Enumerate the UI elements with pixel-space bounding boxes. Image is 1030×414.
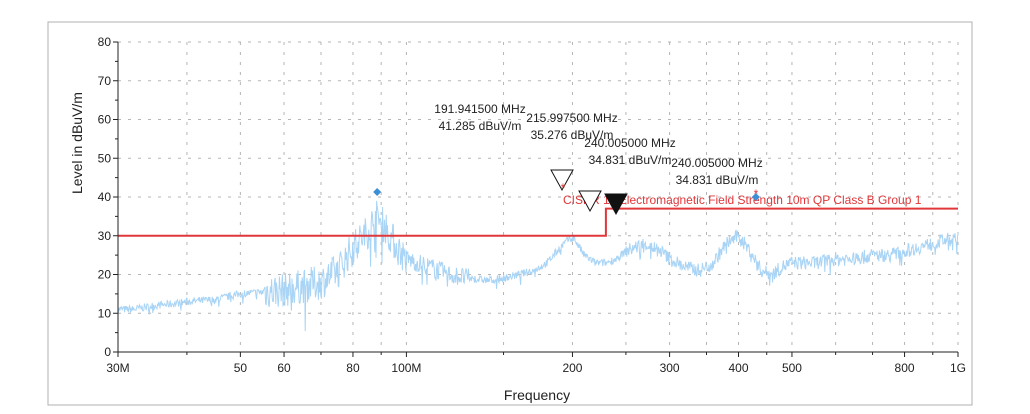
x-tick-label: 300 [660, 361, 680, 375]
x-tick-label: 80 [346, 361, 360, 375]
y-tick-label: 10 [98, 306, 112, 320]
marker-annotation-level: 35.276 dBuV/m [531, 128, 614, 142]
trace-series [117, 200, 959, 332]
y-tick-label: 80 [98, 35, 112, 49]
marker-annotation-freq: 240.005000 MHz [671, 156, 762, 170]
x-tick-label: 500 [782, 361, 802, 375]
x-tick-label: 50 [234, 361, 248, 375]
marker-triangle-filled [604, 193, 628, 216]
marker-annotation-level: 41.285 dBuV/m [439, 119, 522, 133]
marker-annotations: 191.941500 MHz 41.285 dBuV/m 215.997500 MH… [434, 102, 762, 187]
y-tick-label: 70 [98, 74, 112, 88]
y-tick-label: 20 [98, 268, 112, 282]
grid [118, 41, 959, 352]
x-tick-label: 1G [950, 361, 966, 375]
limit-line-label: CISPR 11 Electromagnetic Field Strength … [563, 193, 922, 207]
marker-diamond [751, 193, 760, 201]
x-axis-label: Frequency [504, 387, 570, 403]
marker-annotation-freq: 215.997500 MHz [526, 111, 617, 125]
peak-star: * [754, 187, 759, 201]
marker-annotation-freq: 191.941500 MHz [434, 102, 525, 116]
markers: ** [373, 169, 760, 216]
chart-frame [47, 21, 973, 406]
x-tick-label: 100M [391, 361, 421, 375]
axes: 0 10 20 30 40 50 60 70 80 30M 50 60 80 100M 200 300 400 5… [98, 35, 966, 375]
y-tick-label: 0 [104, 345, 111, 359]
marker-annotation-freq: 240.005000 MHz [584, 136, 675, 150]
y-axis-label: Level in dBuV/m [69, 92, 85, 194]
x-tick-label: 30M [106, 361, 129, 375]
x-tick-label: 800 [895, 361, 915, 375]
y-tick-label: 40 [98, 190, 112, 204]
trace-line [117, 200, 959, 332]
x-tick-label: 200 [562, 361, 582, 375]
peak-star: * [561, 181, 566, 195]
y-tick-label: 60 [98, 113, 112, 127]
y-tick-label: 50 [98, 151, 112, 165]
limit-line-path [118, 207, 958, 237]
marker-triangle-open [578, 190, 602, 213]
x-tick-label: 60 [277, 361, 291, 375]
x-tick-label: 400 [728, 361, 748, 375]
limit-line: CISPR 11 Electromagnetic Field Strength … [118, 193, 958, 237]
y-tick-label: 30 [98, 229, 112, 243]
marker-triangle-open [550, 169, 574, 192]
marker-diamond [373, 188, 382, 197]
marker-annotation-level: 34.831 dBuV/m [589, 153, 672, 167]
marker-annotation-level: 34.831 dBuV/m [676, 173, 759, 187]
